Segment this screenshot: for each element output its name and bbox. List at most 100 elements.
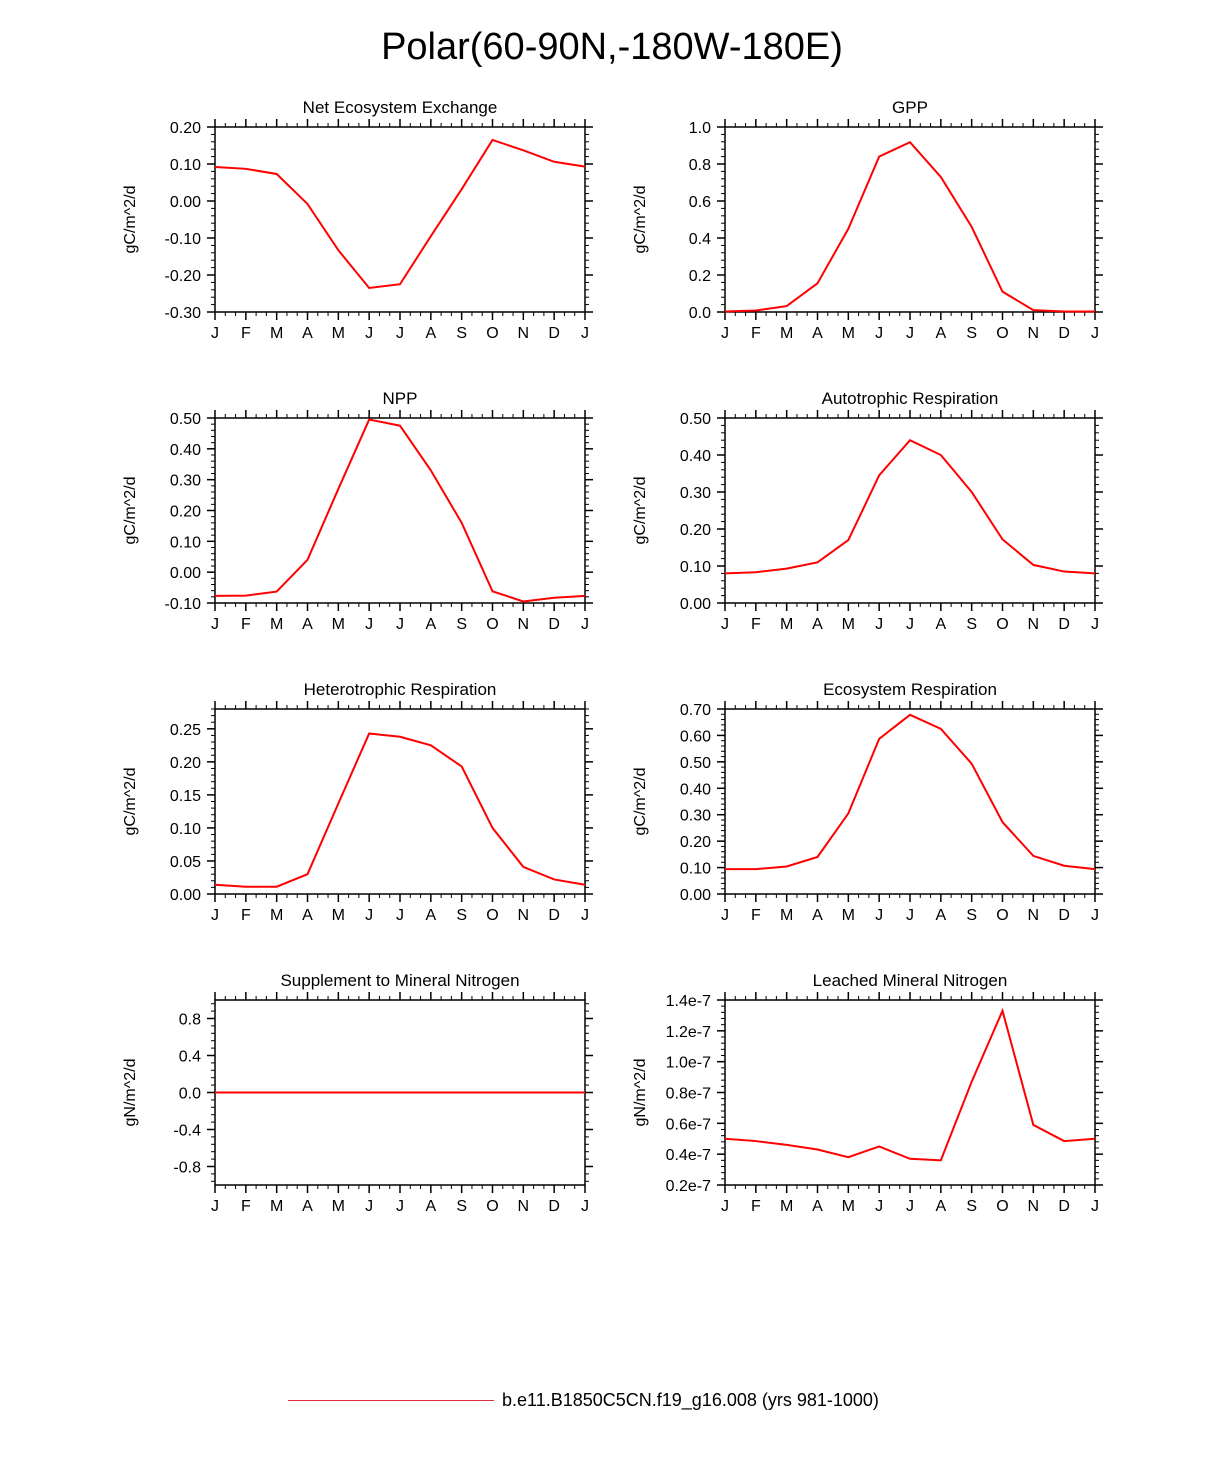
panel-ecosystem-respiration: Ecosystem Respiration gC/m^2/d J F M A M J J A S O N… [632,680,1103,924]
x-tick-label: J [396,907,404,924]
y-tick-label: -0.30 [165,305,202,322]
x-tick-label: D [1058,907,1070,924]
x-tick-label: J [906,325,914,342]
y-tick-label: 0.00 [170,565,201,582]
x-tick-label: M [780,907,793,924]
x-tick-label: D [1058,325,1070,342]
y-tick-label: 0.70 [680,702,711,719]
panel-title: NPP [383,389,418,408]
x-tick-label: J [721,1198,729,1215]
y-tick-label: 0.0 [179,1086,201,1103]
x-tick-label: J [721,616,729,633]
y-tick-label: 0.30 [680,808,711,825]
x-tick-label: F [751,325,761,342]
x-tick-label: F [751,1198,761,1215]
x-tick-label: N [1028,616,1040,633]
x-tick-label: F [241,1198,251,1215]
y-axis-label: gC/m^2/d [122,186,139,254]
x-tick-label: A [812,907,823,924]
x-tick-label: J [365,325,373,342]
x-tick-label: J [365,1198,373,1215]
y-tick-label: 0.0 [689,305,711,322]
x-tick-label: M [842,907,855,924]
panel-title: Autotrophic Respiration [822,389,999,408]
x-tick-label: S [456,616,467,633]
x-tick-label: O [486,325,498,342]
y-tick-label: 0.50 [680,411,711,428]
y-axis-label: gC/m^2/d [122,477,139,545]
x-tick-label: S [966,325,977,342]
x-tick-label: S [966,1198,977,1215]
y-tick-label: 0.00 [680,596,711,613]
x-tick-label: N [518,1198,530,1215]
y-tick-label: 0.15 [170,788,201,805]
y-tick-label: -0.4 [173,1123,201,1140]
series-line [214,138,586,290]
y-tick-label: 0.00 [170,194,201,211]
panel-npp: NPP gC/m^2/d J F M A M J J A S O N D J -0.10 0.00 0.10 0.2… [122,389,593,633]
x-tick-label: J [211,907,219,924]
y-tick-label: 0.40 [680,448,711,465]
x-tick-label: O [996,1198,1008,1215]
x-tick-label: S [966,907,977,924]
y-tick-label: 0.30 [170,473,201,490]
y-tick-label: 0.60 [680,728,711,745]
series-line [214,732,586,888]
x-tick-label: D [548,616,560,633]
y-tick-label: 0.05 [170,854,201,871]
y-tick-label: 0.00 [170,887,201,904]
x-tick-label: J [906,1198,914,1215]
panel-title: GPP [892,98,928,117]
x-tick-label: N [1028,907,1040,924]
x-tick-label: D [548,1198,560,1215]
x-tick-label: D [548,907,560,924]
x-tick-label: J [396,1198,404,1215]
x-tick-label: J [1091,1198,1099,1215]
x-tick-label: A [812,616,823,633]
series-line [725,713,1096,871]
y-axis-label: gN/m^2/d [122,1059,139,1127]
x-tick-label: A [425,907,436,924]
x-tick-label: M [332,325,345,342]
y-tick-label: 0.50 [170,411,201,428]
x-tick-label: O [486,1198,498,1215]
x-tick-label: M [842,325,855,342]
x-tick-label: J [906,907,914,924]
x-tick-label: M [332,1198,345,1215]
y-tick-label: 0.4 [179,1049,201,1066]
y-tick-label: 0.50 [680,755,711,772]
x-tick-label: A [425,325,436,342]
x-tick-label: N [518,907,530,924]
x-tick-label: J [1091,325,1099,342]
x-tick-label: O [486,907,498,924]
y-tick-label: 1.0e-7 [666,1055,711,1072]
legend-line [288,1399,494,1401]
x-tick-label: M [332,907,345,924]
x-tick-label: A [812,1198,823,1215]
plot-frame [724,126,1096,313]
x-tick-label: O [996,325,1008,342]
x-tick-label: F [751,907,761,924]
y-tick-label: 0.8 [689,157,711,174]
panel-title: Net Ecosystem Exchange [303,98,498,117]
y-tick-label: 0.20 [680,834,711,851]
x-tick-label: M [270,325,283,342]
legend: b.e11.B1850C5CN.f19_g16.008 (yrs 981-100… [288,1387,879,1413]
x-tick-label: F [241,616,251,633]
y-tick-label: 0.20 [170,755,201,772]
legend-label: b.e11.B1850C5CN.f19_g16.008 (yrs 981-100… [502,1389,879,1410]
x-tick-label: O [996,907,1008,924]
x-tick-label: J [396,616,404,633]
x-tick-label: M [780,1198,793,1215]
panel-heterotrophic-respiration: Heterotrophic Respiration gC/m^2/d J F M A M J J… [122,680,593,924]
y-tick-label: 0.40 [170,442,201,459]
y-tick-label: 0.8 [179,1012,201,1029]
x-tick-label: N [518,325,530,342]
x-tick-label: F [751,616,761,633]
y-tick-label: 1.2e-7 [666,1024,711,1041]
x-tick-label: M [780,616,793,633]
x-tick-label: J [906,616,914,633]
x-tick-label: F [241,325,251,342]
x-tick-label: S [456,907,467,924]
